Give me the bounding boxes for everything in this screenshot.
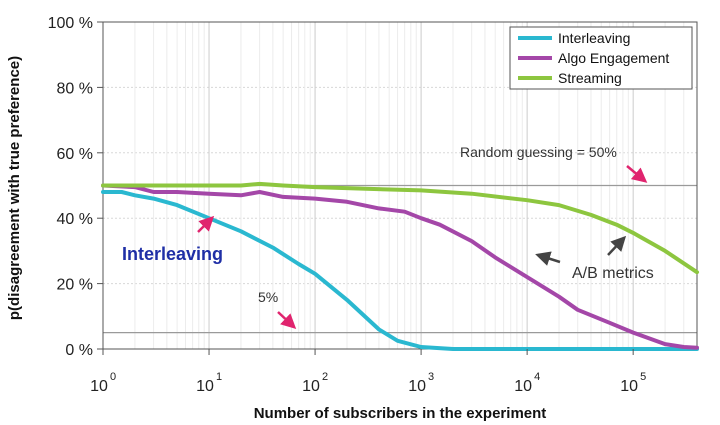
five-percent-label: 5% [258,289,278,305]
x-tick-exponent: 3 [428,371,434,383]
interleaving-label-arrow [197,215,215,233]
series-line-streaming [101,181,699,275]
x-tick-exponent: 2 [322,371,328,383]
series-line-interleaving [101,190,699,351]
x-tick-label: 10 [90,378,108,395]
y-tick-label: 100 % [48,15,93,32]
legend-label-interleaving: Interleaving [558,30,630,46]
series-lines [101,181,699,351]
random-guessing-arrow [626,165,648,183]
legend: Interleaving Algo Engagement Streaming [509,26,693,90]
y-axis-title: p(disagreement with true preference) [6,56,23,320]
legend-label-streaming: Streaming [558,70,622,86]
x-tick-exponent: 0 [110,371,116,383]
x-tick-label: 10 [408,378,426,395]
ab-metrics-arrow-right [607,235,627,256]
x-tick-label: 10 [302,378,320,395]
interleaving-series-label: Interleaving [122,244,223,264]
x-tick-exponent: 5 [640,371,646,383]
legend-label-algo-engagement: Algo Engagement [558,50,669,66]
y-tick-label: 60 % [57,146,93,163]
x-tick-exponent: 4 [534,371,540,383]
x-tick-label: 10 [196,378,214,395]
x-tick-label: 10 [514,378,532,395]
y-axis-ticks: 0 % 20 % 40 % 60 % 80 % 100 % [48,15,103,359]
five-percent-arrow [277,311,297,330]
series-line-algo-engagement [101,183,699,350]
x-tick-label: 10 [620,378,638,395]
random-guessing-label: Random guessing = 50% [460,144,617,160]
x-axis-title: Number of subscribers in the experiment [254,405,547,422]
ab-metrics-label: A/B metrics [572,265,654,282]
y-tick-label: 80 % [57,80,93,97]
y-tick-label: 40 % [57,211,93,228]
x-tick-exponent: 1 [216,371,222,383]
ab-metrics-arrow-left [535,251,561,266]
y-tick-label: 20 % [57,277,93,294]
y-tick-label: 0 % [65,342,93,359]
